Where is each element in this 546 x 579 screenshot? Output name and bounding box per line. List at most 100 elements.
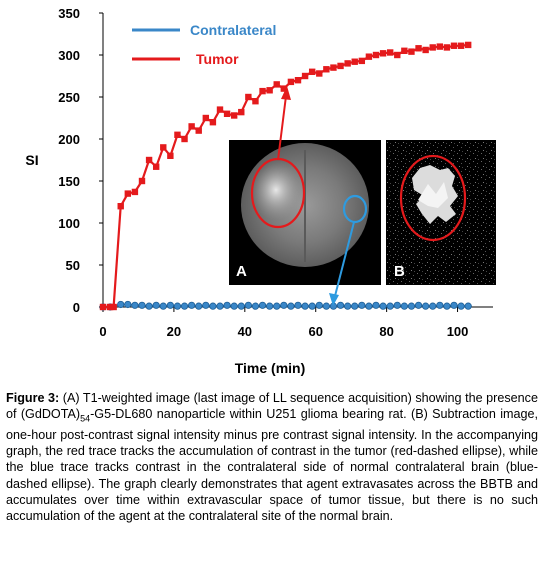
data-point-contralateral	[322, 302, 330, 310]
tumor-arrowhead	[281, 86, 291, 100]
data-point-contralateral	[159, 302, 167, 310]
data-point-tumor	[238, 108, 245, 116]
data-point-contralateral	[450, 301, 458, 309]
y-tick-label: 250	[58, 90, 80, 105]
data-point-tumor	[152, 163, 160, 170]
y-tick-label: 300	[58, 48, 80, 63]
data-point-tumor	[266, 87, 273, 94]
data-point-tumor	[344, 60, 351, 67]
y-tick-label: 0	[73, 300, 80, 315]
data-point-contralateral	[393, 301, 401, 309]
data-point-contralateral	[138, 301, 146, 309]
mri-panel-a: A	[229, 140, 381, 285]
data-point-contralateral	[372, 301, 380, 309]
panel-a-label: A	[236, 263, 247, 280]
data-point-contralateral	[407, 302, 416, 310]
data-point-tumor	[450, 42, 458, 49]
contralateral-pointer-arrow	[334, 221, 355, 297]
data-point-contralateral	[422, 302, 430, 310]
data-point-contralateral	[188, 301, 196, 309]
data-point-tumor	[160, 144, 167, 151]
data-point-tumor	[386, 49, 394, 56]
data-point-contralateral	[209, 302, 217, 310]
figure-caption: Figure 3: (A) T1-weighted image (last im…	[6, 390, 538, 524]
data-point-tumor	[117, 203, 124, 210]
data-point-tumor	[351, 58, 358, 65]
data-point-contralateral	[386, 302, 394, 310]
legend-label-contralateral: Contralateral	[190, 22, 276, 38]
data-point-tumor	[436, 43, 444, 50]
data-point-contralateral	[223, 301, 231, 309]
subtraction-roi-ellipse	[399, 154, 467, 242]
data-point-tumor	[230, 112, 238, 119]
data-point-tumor	[110, 303, 117, 311]
data-point-contralateral	[131, 301, 139, 309]
data-point-contralateral	[464, 302, 472, 310]
data-point-tumor	[365, 53, 373, 60]
data-point-tumor	[301, 72, 309, 80]
contralateral-arrowhead	[329, 293, 339, 306]
caption-text-part-2: -G5-DL680 nanoparticle within U251 gliom…	[6, 407, 538, 523]
data-point-contralateral	[244, 301, 252, 309]
data-point-tumor	[209, 119, 217, 126]
y-tick-label: 100	[58, 216, 80, 231]
data-point-tumor	[99, 303, 107, 311]
data-point-tumor	[181, 135, 188, 143]
data-point-contralateral	[336, 301, 345, 309]
data-point-contralateral	[180, 302, 189, 310]
panel-b-label: B	[394, 263, 405, 280]
data-point-tumor	[422, 46, 429, 54]
data-point-contralateral	[457, 302, 465, 310]
data-point-tumor	[429, 44, 436, 51]
data-point-contralateral	[429, 302, 437, 310]
data-point-tumor	[124, 190, 132, 197]
data-point-contralateral	[124, 300, 132, 309]
data-point-contralateral	[251, 302, 260, 310]
y-tick-label: 150	[58, 174, 80, 189]
data-point-tumor	[337, 62, 344, 70]
caption-label: Figure 3:	[6, 391, 60, 405]
y-tick-label: 350	[58, 6, 80, 21]
data-point-tumor	[245, 93, 252, 101]
data-point-tumor	[415, 45, 422, 52]
x-tick-label: 80	[379, 324, 393, 339]
caption-text-part-1: (A) T1-weighted image (last image of LL …	[6, 391, 538, 422]
x-axis-title: Time (min)	[235, 360, 306, 376]
data-point-contralateral	[266, 302, 274, 310]
data-point-tumor	[294, 77, 302, 84]
tumor-pointer-arrow	[277, 95, 287, 161]
x-tick-label: 0	[99, 324, 106, 339]
legend-label-tumor: Tumor	[196, 51, 239, 67]
contralateral-roi-ellipse	[342, 194, 368, 224]
data-point-tumor	[280, 85, 288, 92]
data-point-tumor	[394, 51, 401, 59]
data-point-tumor	[316, 70, 323, 77]
data-point-contralateral	[400, 302, 408, 310]
data-point-contralateral	[344, 302, 352, 310]
data-point-contralateral	[258, 301, 267, 309]
y-axis-title: SI	[25, 152, 38, 168]
data-point-tumor	[401, 47, 408, 54]
data-point-tumor	[259, 87, 266, 95]
data-point-tumor	[408, 48, 415, 55]
data-point-tumor	[174, 131, 181, 138]
data-point-tumor	[457, 42, 465, 49]
data-point-contralateral	[443, 302, 451, 310]
data-point-contralateral	[173, 302, 182, 310]
y-ticks: 0 50 100 150 200 250 300 350	[58, 6, 103, 315]
pointer-arrows	[277, 86, 355, 306]
data-point-contralateral	[195, 302, 203, 310]
data-point-contralateral	[117, 300, 125, 309]
data-point-tumor	[106, 303, 114, 311]
data-point-contralateral	[152, 301, 160, 309]
data-point-contralateral	[166, 301, 174, 309]
data-point-tumor	[131, 188, 139, 196]
data-point-tumor	[372, 51, 380, 59]
data-point-tumor	[216, 106, 224, 113]
data-point-tumor	[323, 66, 330, 73]
data-point-tumor	[330, 64, 337, 71]
data-point-contralateral	[230, 302, 238, 310]
data-point-tumor	[287, 78, 295, 86]
mri-panel-b: B	[386, 140, 496, 285]
x-ticks: 0 20 40 60 80 100	[99, 307, 468, 339]
